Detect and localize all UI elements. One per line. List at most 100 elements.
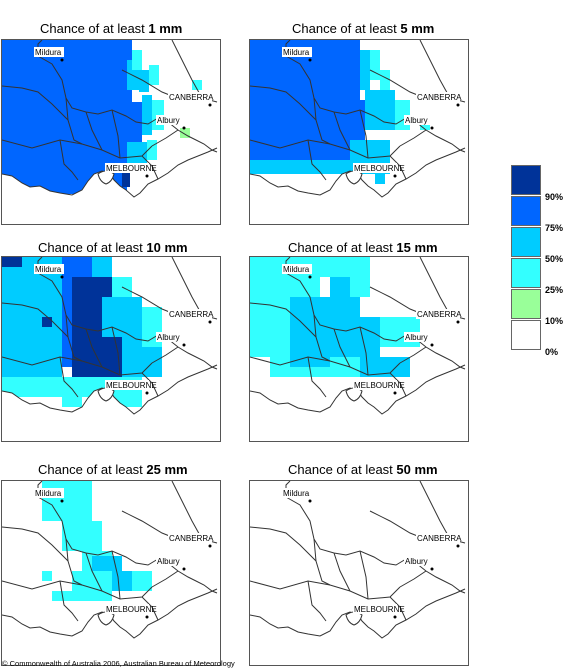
probability-cell-50 [102, 297, 142, 337]
label-mildura-dot [308, 499, 312, 503]
label-mildura-dot [308, 275, 312, 279]
probability-cell-50 [350, 140, 390, 160]
district-border [141, 596, 159, 621]
label-albury: Albury [157, 333, 180, 342]
panel-title-5mm: Chance of at least 5 mm [292, 21, 435, 36]
label-albury: Albury [157, 557, 180, 566]
probability-cell-25 [2, 377, 112, 397]
district-border [307, 139, 327, 181]
map-canvas: Mildura CANBERRA Albury MELBOURNE [250, 40, 468, 224]
label-mildura: Mildura [283, 48, 310, 57]
label-canberra: CANBERRA [169, 93, 214, 102]
map-panel-50mm: Mildura CANBERRA Albury MELBOURNE [249, 480, 469, 666]
label-canberra-bg [416, 309, 460, 319]
district-border [250, 356, 401, 376]
district-border [59, 356, 79, 398]
probability-cell-25 [290, 257, 320, 297]
district-border [389, 155, 407, 180]
panel-title-15mm: Chance of at least 15 mm [288, 240, 438, 255]
district-border [419, 40, 451, 99]
probability-cell-50 [365, 90, 395, 130]
legend-swatch-0 [511, 320, 541, 350]
district-border [171, 481, 203, 540]
district-border [59, 139, 79, 181]
district-border [250, 526, 317, 562]
label-albury: Albury [405, 557, 428, 566]
district-border [2, 580, 153, 600]
district-border [65, 97, 83, 145]
label-mildura-bg [282, 264, 312, 274]
probability-cell-90 [2, 257, 22, 267]
district-border [2, 85, 69, 121]
label-melbourne: MELBOURNE [106, 381, 157, 390]
probability-cell-75 [2, 40, 132, 102]
probability-cell-75 [250, 100, 365, 140]
label-canberra-dot [208, 320, 212, 324]
label-mildura-dot [60, 499, 64, 503]
district-border [307, 580, 327, 622]
label-mildura-bg [34, 264, 64, 274]
probability-cell-25 [370, 50, 380, 80]
label-mildura-bg [282, 47, 312, 57]
label-canberra-dot [208, 103, 212, 107]
sea-area [250, 589, 468, 665]
district-border [389, 372, 407, 397]
district-border [419, 481, 451, 540]
probability-cell-25 [62, 521, 102, 551]
map-panel-5mm: Mildura CANBERRA Albury MELBOURNE [249, 39, 469, 225]
rainfall-shading [250, 257, 420, 377]
district-border [85, 328, 103, 368]
probability-cell-25 [192, 80, 202, 90]
district-border [111, 326, 121, 376]
legend-swatch-10 [511, 289, 541, 319]
probability-cell-25 [132, 50, 142, 70]
label-canberra-bg [168, 309, 212, 319]
label-mildura: Mildura [283, 489, 310, 498]
label-melbourne-bg [353, 604, 397, 614]
legend-label-50: 50% [545, 254, 564, 264]
label-albury: Albury [157, 116, 180, 125]
map-canvas: Mildura CANBERRA Albury MELBOURNE [2, 40, 220, 224]
sea-area [2, 589, 220, 665]
district-border [151, 346, 179, 364]
probability-cell-50 [375, 174, 385, 184]
probability-cell-90 [42, 317, 52, 327]
label-melbourne: MELBOURNE [354, 605, 405, 614]
district-border [333, 552, 351, 592]
legend-label-10: 10% [545, 316, 564, 326]
probability-cell-50 [92, 257, 112, 277]
probability-cell-50 [290, 297, 330, 357]
district-border [141, 372, 159, 397]
district-border [399, 570, 427, 588]
label-melbourne: MELBOURNE [354, 381, 405, 390]
district-border [313, 97, 331, 145]
district-border [250, 139, 401, 159]
label-canberra: CANBERRA [417, 310, 462, 319]
district-border [359, 109, 369, 159]
label-canberra-dot [456, 320, 460, 324]
district-border [399, 129, 427, 147]
label-melbourne-bg [105, 604, 149, 614]
district-border [59, 580, 79, 622]
label-mildura: Mildura [35, 489, 62, 498]
district-border [389, 596, 407, 621]
label-melbourne-dot [393, 615, 397, 619]
label-mildura-dot [60, 58, 64, 62]
probability-cell-90 [122, 172, 130, 187]
panel-title-1mm: Chance of at least 1 mm [40, 21, 183, 36]
label-melbourne-bg [353, 163, 397, 173]
label-melbourne-dot [393, 174, 397, 178]
district-border [359, 326, 369, 376]
probability-cell-25 [62, 397, 82, 407]
panel-title-50mm: Chance of at least 50 mm [288, 462, 438, 477]
label-canberra-bg [416, 533, 460, 543]
label-canberra-bg [416, 92, 460, 102]
map-canvas: Mildura CANBERRA Albury MELBOURNE [2, 481, 220, 665]
label-mildura-bg [34, 488, 64, 498]
probability-cell-50 [142, 95, 152, 135]
sea-area [2, 365, 220, 441]
district-border [85, 552, 103, 592]
sea-area [250, 148, 468, 224]
probability-cell-10 [180, 128, 190, 138]
label-mildura: Mildura [35, 265, 62, 274]
